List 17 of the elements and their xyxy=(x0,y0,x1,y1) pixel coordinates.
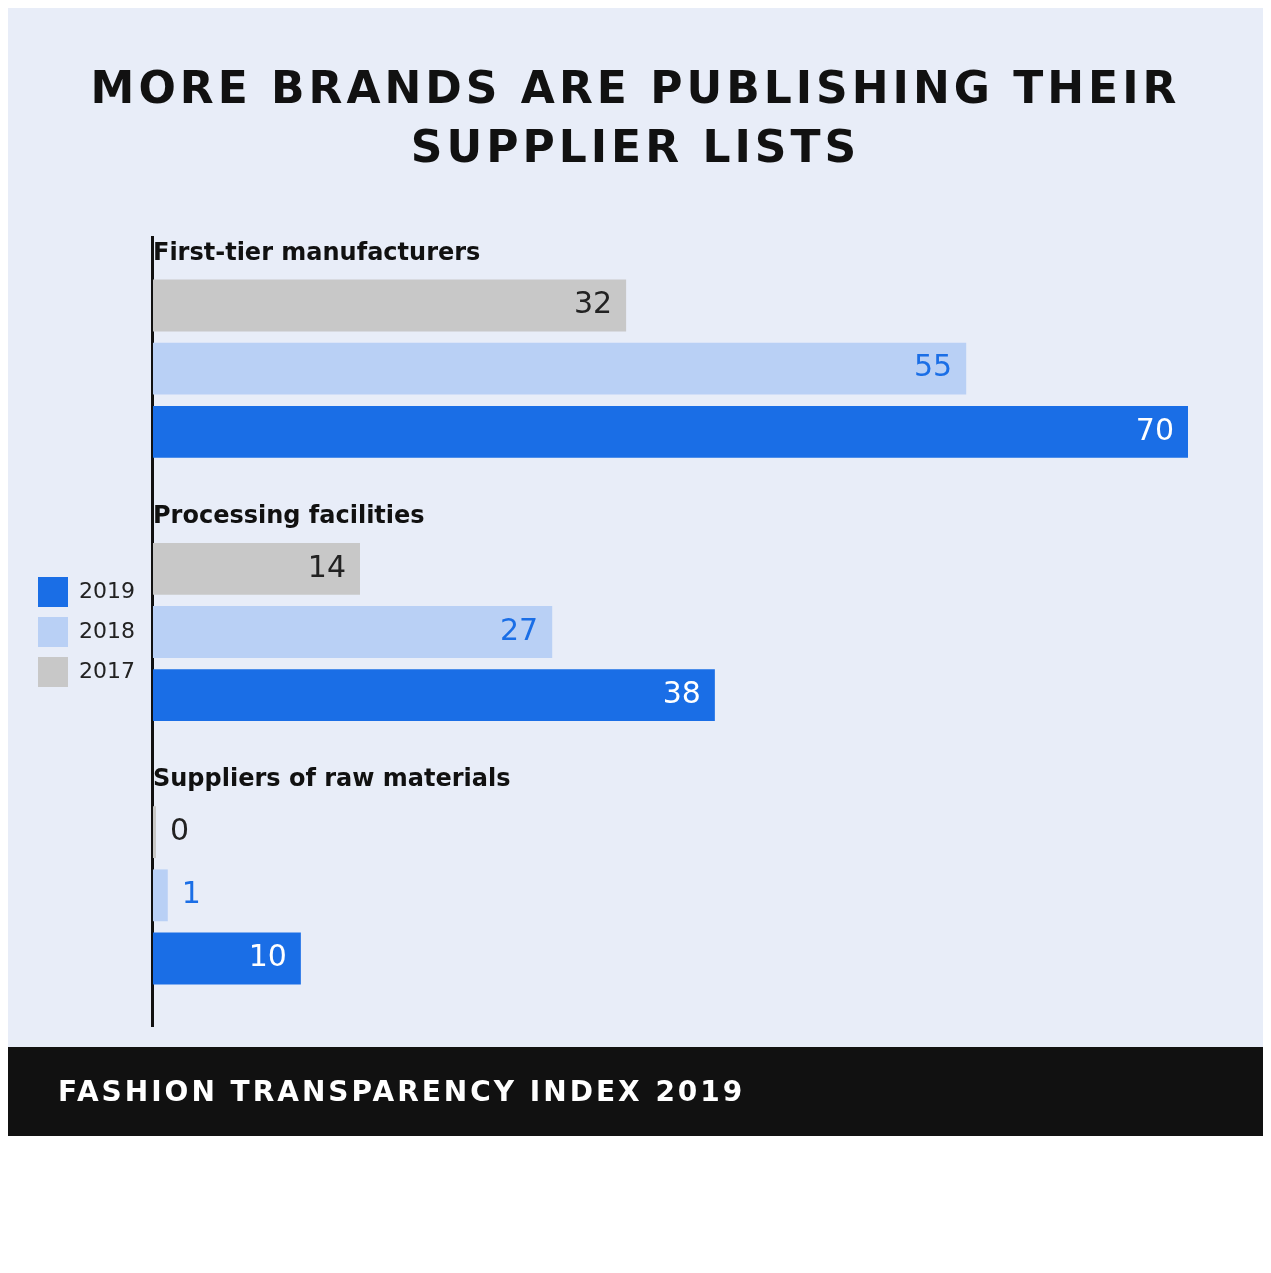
data-label: 1 xyxy=(181,874,201,910)
data-label: 55 xyxy=(914,348,953,384)
text: FASHION TRANSPARENCY INDEX 2019 xyxy=(8,1046,1263,1136)
data-label: 32 xyxy=(573,285,613,321)
data-label: 10 xyxy=(248,938,287,974)
data-label: 38 xyxy=(662,674,701,710)
y-tick-label: Processing facilities xyxy=(152,500,425,529)
y-tick-label: Suppliers of raw materials xyxy=(152,764,511,793)
data-label: 0 xyxy=(169,811,190,847)
y-tick-label: First-tier manufacturers xyxy=(152,237,481,266)
legend-label: 2017 xyxy=(79,657,135,683)
legend-label: 2019 xyxy=(79,577,135,603)
data-label: 14 xyxy=(307,548,346,584)
legend-label: 2018 xyxy=(79,617,135,643)
chart-title: MORE BRANDS ARE PUBLISHING THEIR SUPPLIER LISTS xyxy=(89,61,1182,175)
data-label: 70 xyxy=(1135,411,1174,447)
data-label: 27 xyxy=(500,611,539,647)
